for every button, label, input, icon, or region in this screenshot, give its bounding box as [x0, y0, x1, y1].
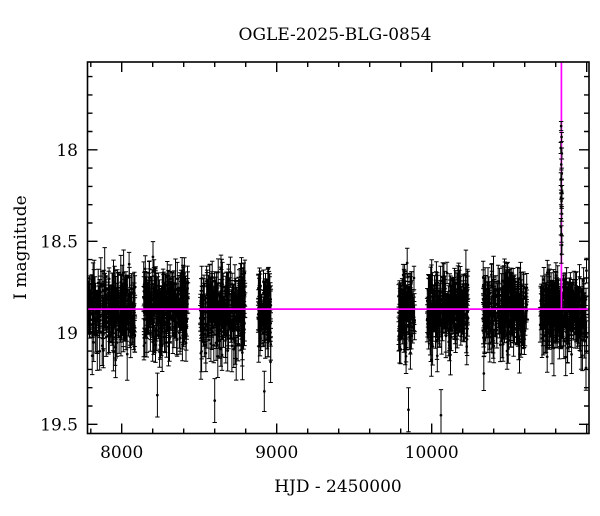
- y-tick-label: 19.5: [40, 415, 78, 435]
- axis-ticks: [87, 62, 589, 434]
- y-tick-label: 18.5: [40, 232, 78, 252]
- season-points: [256, 277, 273, 364]
- season-points: [142, 255, 190, 354]
- data-layer: [87, 241, 589, 434]
- x-tick-label: 9000: [255, 443, 298, 463]
- season-errorbars: [255, 266, 274, 383]
- x-tick-label: 10000: [405, 443, 459, 463]
- plot-frame: [86, 61, 590, 435]
- event-layer: [558, 121, 565, 264]
- outlier-points: [156, 390, 443, 417]
- y-tick-label: 19: [56, 324, 78, 344]
- season-points: [198, 267, 247, 361]
- season-points: [425, 271, 470, 362]
- y-axis-label: I magnitude: [11, 195, 31, 299]
- y-tick-label: 18: [56, 141, 78, 161]
- axis-tick-labels: 8000 9000 10000 18 18.5 19 19.5: [40, 141, 459, 463]
- x-tick-label: 8000: [100, 443, 143, 463]
- x-axis-label: HJD - 2450000: [274, 477, 402, 497]
- season-points: [538, 269, 588, 370]
- tick-marks: [87, 62, 589, 434]
- season-points: [481, 273, 529, 375]
- chart-title: OGLE-2025-BLG-0854: [239, 25, 432, 45]
- season-points: [87, 262, 137, 362]
